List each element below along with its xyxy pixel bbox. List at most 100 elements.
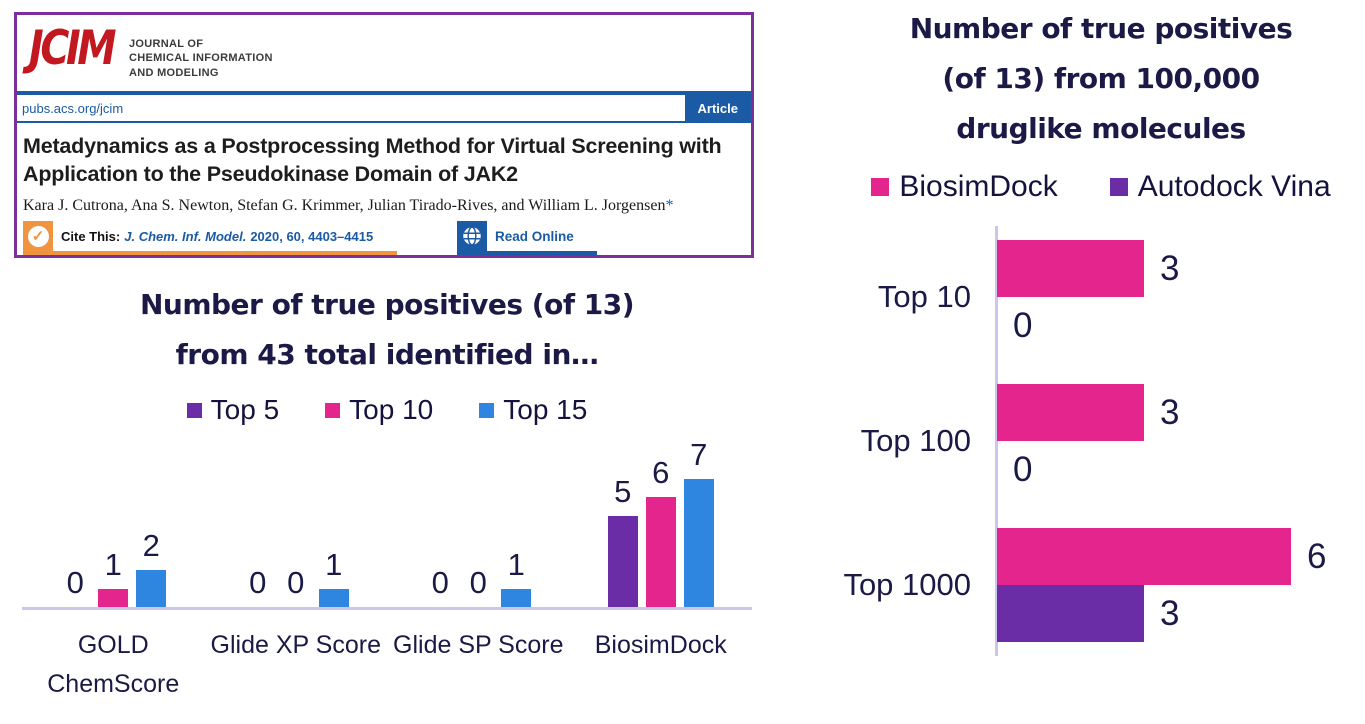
bar-value-label: 1 <box>104 546 122 582</box>
legend-label: BiosimDock <box>899 170 1058 203</box>
bar-slot: 0 <box>60 567 90 607</box>
journal-name-line: CHEMICAL INFORMATION <box>129 52 273 65</box>
legend-item-top-15: Top 15 <box>479 394 587 426</box>
bar-group-top-1000: Top 1000 6 3 <box>843 528 1357 642</box>
legend-label: Top 15 <box>503 394 588 425</box>
paper-authors: Kara J. Cutrona, Ana S. Newton, Stefan G… <box>23 197 743 215</box>
right-chart-title-line: Number of true positives <box>909 12 1293 45</box>
bar-slot: 0 <box>281 567 311 607</box>
bar-top-10 <box>98 588 129 607</box>
right-bar-chart: Number of true positives (of 13) from 100… <box>843 4 1357 656</box>
bar-top-15 <box>318 588 349 607</box>
cite-check-icon: ✓ <box>23 221 53 251</box>
read-online-group[interactable]: Read Online <box>457 221 597 255</box>
bar-autodock-vina <box>997 585 1144 642</box>
bar-slot: 2 <box>136 528 167 607</box>
bar-row: 3 <box>997 585 1357 642</box>
bar-group-top-10: Top 10 3 0 <box>878 240 1357 354</box>
bar-value-label: 3 <box>1160 594 1180 633</box>
left-chart-title: Number of true positives (of 13) from 43 … <box>22 280 752 380</box>
citation-journal-link[interactable]: J. Chem. Inf. Model. <box>124 228 247 244</box>
category-label: GOLD ChemScore <box>47 631 180 698</box>
legend-swatch-icon <box>871 178 890 196</box>
bar-biosimdock <box>997 528 1291 585</box>
bar-value-label: 6 <box>652 455 670 491</box>
bar-slot: 0 <box>243 567 273 607</box>
legend-swatch-icon <box>186 402 202 418</box>
legend-swatch-icon <box>325 402 341 418</box>
bar-top-15 <box>683 478 714 607</box>
citation-row: ✓ Cite This: J. Chem. Inf. Model. 2020, … <box>23 221 597 255</box>
bar-group-top-100: Top 100 3 0 <box>861 384 1357 498</box>
bar-value-label: 1 <box>325 546 343 582</box>
bar-value-label: 7 <box>690 436 708 472</box>
bar-value-label: 0 <box>469 565 487 600</box>
right-chart-title: Number of true positives (of 13) from 100… <box>845 4 1357 154</box>
citation-detail: 2020, 60, 4403–4415 <box>250 228 374 244</box>
corresponding-author-asterisk: * <box>665 197 674 214</box>
journal-name-line: AND MODELING <box>129 66 219 79</box>
bar-top-15 <box>136 570 167 607</box>
legend-label: Autodock Vina <box>1137 170 1331 203</box>
bar-value-label: 6 <box>1307 537 1327 576</box>
bar-slot: 6 <box>645 455 676 607</box>
cite-this-label: Cite This: <box>61 228 121 244</box>
bar-value-label: 3 <box>1160 393 1180 432</box>
article-type-badge: Article <box>684 95 751 121</box>
bar-value-label: 0 <box>249 565 267 600</box>
legend-swatch-icon <box>1109 178 1128 196</box>
bar-top-15 <box>501 588 532 607</box>
bar-value-label: 5 <box>614 473 632 509</box>
right-chart-title-line: druglike molecules <box>956 112 1246 145</box>
bar-top-5 <box>607 515 638 607</box>
bar-value-label: 0 <box>287 565 305 600</box>
legend-item-top-5: Top 5 <box>186 394 280 426</box>
bar-slot: 1 <box>98 546 129 607</box>
bar-slot: 0 <box>463 567 493 607</box>
y-axis-line <box>995 226 998 656</box>
authors-text: Kara J. Cutrona, Ana S. Newton, Stefan G… <box>23 197 666 214</box>
paper-title: Metadynamics as a Postprocessing Method … <box>23 134 722 186</box>
bar-value-label: 2 <box>142 528 160 564</box>
bar-value-label: 1 <box>507 546 525 582</box>
category-label: Top 100 <box>860 423 971 458</box>
bar-row: 0 <box>997 297 1357 354</box>
bar-slot: 1 <box>318 546 349 607</box>
category-label: Top 1000 <box>843 567 971 602</box>
bar-biosimdock <box>997 240 1144 297</box>
left-chart-title-line: Number of true positives (of 13) <box>139 288 635 321</box>
bar-row: 3 <box>997 384 1357 441</box>
left-chart-legend: Top 5 Top 10 Top 15 <box>22 394 752 426</box>
globe-icon <box>457 221 487 251</box>
legend-label: Top 5 <box>210 394 280 425</box>
legend-item-top-10: Top 10 <box>325 394 433 426</box>
check-icon: ✓ <box>27 225 49 247</box>
bar-row: 0 <box>997 441 1357 498</box>
legend-item-autodock-vina: Autodock Vina <box>1109 170 1331 204</box>
left-chart-title-line: from 43 total identified in… <box>175 338 599 371</box>
right-chart-title-line: (of 13) from 100,000 <box>942 62 1260 95</box>
bar-value-label: 0 <box>431 565 449 600</box>
bar-slot: 1 <box>501 546 532 607</box>
journal-rule-bar: pubs.acs.org/jcim Article <box>17 91 751 123</box>
bar-top-10 <box>645 497 676 607</box>
bar-row: 3 <box>997 240 1357 297</box>
bar-value-label: 0 <box>1013 306 1033 345</box>
read-online-label: Read Online <box>495 228 574 244</box>
cite-this-group: ✓ Cite This: J. Chem. Inf. Model. 2020, … <box>23 221 397 255</box>
bar-slot: 5 <box>607 473 638 607</box>
legend-item-biosimdock: BiosimDock <box>871 170 1058 204</box>
bar-biosimdock <box>997 384 1144 441</box>
bar-value-label: 0 <box>66 565 84 600</box>
left-chart-category-axis: GOLD ChemScore Glide XP Score Glide SP Sco… <box>22 626 752 704</box>
bar-slot: 0 <box>425 567 455 607</box>
legend-swatch-icon <box>479 402 495 418</box>
journal-url-link[interactable]: pubs.acs.org/jcim <box>22 100 124 116</box>
legend-label: Top 10 <box>349 394 434 425</box>
